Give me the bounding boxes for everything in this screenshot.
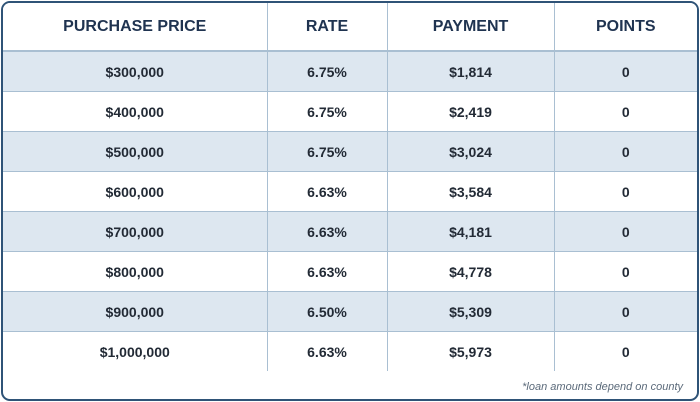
cell-rate: 6.63%	[266, 251, 387, 292]
cell-purchase-price: $800,000	[3, 251, 267, 292]
cell-payment: $5,973	[386, 331, 554, 371]
header-rate: RATE	[266, 3, 387, 52]
cell-purchase-price: $500,000	[3, 131, 267, 172]
cell-purchase-price: $400,000	[3, 91, 267, 132]
cell-points: 0	[553, 91, 697, 132]
cell-rate: 6.75%	[266, 91, 387, 132]
cell-rate: 6.75%	[266, 131, 387, 172]
cell-purchase-price: $600,000	[3, 171, 267, 212]
cell-payment: $5,309	[386, 291, 554, 332]
table-row: $600,000 6.63% $3,584 0	[3, 171, 697, 212]
cell-payment: $4,778	[386, 251, 554, 292]
cell-rate: 6.63%	[266, 331, 387, 371]
cell-rate: 6.63%	[266, 171, 387, 212]
cell-rate: 6.75%	[266, 51, 387, 92]
rate-table: PURCHASE PRICE RATE PAYMENT POINTS $300,…	[3, 3, 697, 371]
cell-points: 0	[553, 251, 697, 292]
cell-purchase-price: $900,000	[3, 291, 267, 332]
cell-payment: $3,024	[386, 131, 554, 172]
footnote: *loan amounts depend on county	[522, 381, 683, 393]
table-row: $800,000 6.63% $4,778 0	[3, 251, 697, 292]
cell-payment: $4,181	[386, 211, 554, 252]
cell-points: 0	[553, 171, 697, 212]
cell-points: 0	[553, 211, 697, 252]
table-row: $700,000 6.63% $4,181 0	[3, 211, 697, 252]
cell-points: 0	[553, 131, 697, 172]
table-row: $1,000,000 6.63% $5,973 0	[3, 331, 697, 371]
cell-purchase-price: $1,000,000	[99, 343, 170, 360]
table-row: $900,000 6.50% $5,309 0	[3, 291, 697, 332]
table-row: $400,000 6.75% $2,419 0	[3, 91, 697, 132]
cell-payment: $2,419	[386, 91, 554, 132]
header-payment: PAYMENT	[386, 3, 554, 52]
cell-rate: 6.63%	[266, 211, 387, 252]
table-row: $500,000 6.75% $3,024 0	[3, 131, 697, 172]
header-purchase-price: PURCHASE PRICE	[3, 3, 267, 52]
cell-points: 0	[553, 331, 697, 371]
table-row: $300,000 6.75% $1,814 0	[3, 51, 697, 92]
cell-purchase-price: $300,000	[3, 51, 267, 92]
header-points: POINTS	[553, 3, 697, 52]
cell-points: 0	[553, 51, 697, 92]
cell-payment: $3,584	[386, 171, 554, 212]
cell-points: 0	[553, 291, 697, 332]
cell-rate: 6.50%	[266, 291, 387, 332]
table-header-row: PURCHASE PRICE RATE PAYMENT POINTS	[3, 3, 697, 52]
cell-purchase-price: $700,000	[3, 211, 267, 252]
cell-payment: $1,814	[386, 51, 554, 92]
